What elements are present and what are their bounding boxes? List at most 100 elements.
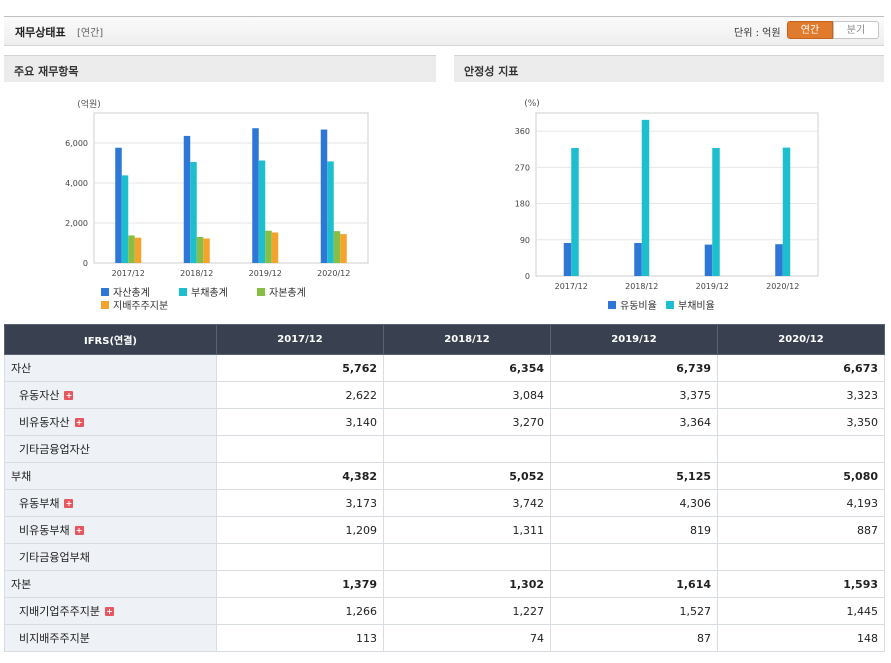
- balance-sheet-table: IFRS(연결) 2017/12 2018/12 2019/12 2020/12…: [4, 324, 885, 652]
- bar-2-2018-12: [190, 161, 197, 263]
- row-label: 기타금융업자산: [19, 443, 90, 456]
- bar-3-2018-12: [196, 236, 204, 263]
- legend-label: 지배주주지분: [113, 300, 168, 312]
- row-label: 비유동부채: [19, 524, 70, 537]
- table-row: 유동자산 +2,622 3,084 3,375 3,323: [4, 381, 885, 409]
- row-label-cell: 비유동부채 +: [4, 516, 217, 544]
- bar-4-2018-12: [203, 238, 210, 263]
- bar-1-2017-12: [115, 147, 122, 263]
- bar-2-2019-12: [712, 148, 720, 276]
- value-cell: [216, 543, 384, 571]
- x-tick-label: 2020/12: [766, 282, 799, 291]
- section-title: 재무상태표: [15, 26, 66, 39]
- column-header: 2020/12: [717, 324, 885, 355]
- value-cell: 1,209: [216, 516, 384, 544]
- legend-swatch: [666, 301, 674, 309]
- value-cell: [550, 543, 718, 571]
- bar-2-2017-12: [121, 175, 129, 263]
- bar-3-2017-12: [128, 235, 135, 263]
- value-cell: 5,125: [550, 462, 718, 490]
- bar-1-2020-12: [320, 129, 328, 263]
- value-cell: 6,739: [550, 354, 718, 382]
- row-label: 지배기업주주지분: [19, 605, 100, 618]
- value-cell: 87: [550, 624, 718, 652]
- value-cell: [550, 435, 718, 463]
- bar-2-2018-12: [641, 119, 650, 276]
- legend-label: 부채비율: [678, 300, 715, 312]
- value-cell: 1,311: [383, 516, 551, 544]
- x-tick-label: 2017/12: [112, 269, 145, 278]
- value-cell: 3,375: [550, 381, 718, 409]
- bar-1-2017-12: [563, 242, 572, 276]
- column-header: 2019/12: [550, 324, 718, 355]
- value-cell: 5,080: [717, 462, 885, 490]
- value-cell: 113: [216, 624, 384, 652]
- row-label-cell: 기타금융업부채: [4, 543, 217, 571]
- value-cell: 1,379: [216, 570, 384, 598]
- legend-label: 부채총계: [191, 287, 228, 299]
- y-axis-label: (억원): [77, 98, 101, 110]
- x-tick-label: 2018/12: [180, 269, 213, 278]
- bar-3-2019-12: [265, 230, 272, 263]
- expand-plus-icon[interactable]: +: [74, 526, 84, 535]
- expand-plus-icon[interactable]: +: [64, 499, 74, 508]
- value-cell: [717, 543, 885, 571]
- row-label-cell: 부채: [4, 462, 217, 490]
- bar-1-2018-12: [634, 242, 642, 276]
- row-label: 유동자산: [19, 389, 60, 402]
- row-label-cell: 기타금융업자산: [4, 435, 217, 463]
- stability-panel-title: 안정성 지표: [464, 65, 519, 78]
- legend-swatch: [257, 288, 265, 296]
- table-row: 기타금융업자산: [4, 435, 885, 463]
- y-tick-label: 90: [520, 236, 530, 245]
- bar-3-2020-12: [333, 231, 341, 263]
- value-cell: 74: [383, 624, 551, 652]
- bar-1-2018-12: [183, 135, 191, 263]
- value-cell: 1,614: [550, 570, 718, 598]
- table-row: 비지배주주지분 113 74 87 148: [4, 624, 885, 652]
- row-label: 자본: [11, 578, 32, 591]
- bar-2-2017-12: [571, 148, 579, 276]
- table-header-row: IFRS(연결) 2017/12 2018/12 2019/12 2020/12: [4, 324, 885, 355]
- value-cell: 1,445: [717, 597, 885, 625]
- value-cell: 887: [717, 516, 885, 544]
- expand-plus-icon[interactable]: +: [64, 391, 74, 400]
- y-tick-label: 2,000: [65, 219, 88, 228]
- bar-4-2019-12: [271, 232, 279, 263]
- value-cell: 5,052: [383, 462, 551, 490]
- bar-2-2019-12: [258, 160, 266, 263]
- value-cell: 3,323: [717, 381, 885, 409]
- stability-chart: (%) 0 90 180 270 360 2017/12 2018/12 2019/12 2020…: [515, 99, 819, 312]
- quarterly-toggle-button[interactable]: 분기: [833, 21, 879, 39]
- y-tick-label: 360: [515, 127, 530, 136]
- legend-swatch: [608, 301, 616, 309]
- legend-label: 자산총계: [113, 287, 150, 299]
- row-label-cell: 유동자산 +: [4, 381, 217, 409]
- legend-swatch: [101, 288, 109, 296]
- value-cell: 3,173: [216, 489, 384, 517]
- value-cell: 3,364: [550, 408, 718, 436]
- y-axis-label: (%): [524, 99, 540, 109]
- bar-2-2020-12: [782, 147, 791, 276]
- row-label: 유동부채: [19, 497, 60, 510]
- bar-1-2019-12: [704, 244, 713, 276]
- expand-plus-icon[interactable]: +: [104, 607, 114, 616]
- row-label-cell: 비유동자산 +: [4, 408, 217, 436]
- table-row: 기타금융업부채: [4, 543, 885, 571]
- value-cell: 1,227: [383, 597, 551, 625]
- x-tick-label: 2020/12: [317, 269, 350, 278]
- table-row: 자본 1,379 1,302 1,614 1,593: [4, 570, 885, 598]
- value-cell: 3,350: [717, 408, 885, 436]
- value-cell: 3,084: [383, 381, 551, 409]
- table-row: 유동부채 +3,173 3,742 4,306 4,193: [4, 489, 885, 517]
- annual-toggle-button[interactable]: 연간: [787, 21, 833, 39]
- value-cell: 819: [550, 516, 718, 544]
- legend-swatch: [179, 288, 187, 296]
- table-row: 지배기업주주지분 +1,266 1,227 1,527 1,445: [4, 597, 885, 625]
- value-cell: 4,382: [216, 462, 384, 490]
- period-tag: [연간]: [77, 28, 104, 39]
- expand-plus-icon[interactable]: +: [74, 418, 84, 427]
- row-label-cell: 지배기업주주지분 +: [4, 597, 217, 625]
- bar-4-2017-12: [134, 237, 142, 263]
- bar-4-2020-12: [340, 234, 347, 263]
